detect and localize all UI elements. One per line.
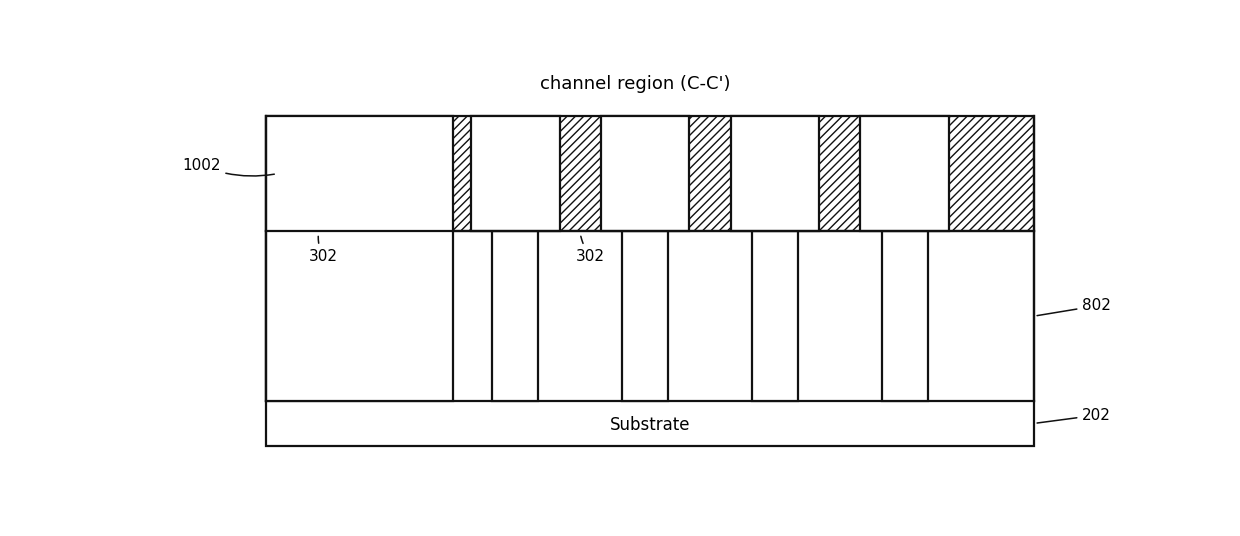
- Bar: [861, 116, 949, 232]
- Bar: [492, 232, 538, 401]
- Bar: [265, 401, 1034, 446]
- Bar: [601, 116, 689, 232]
- Bar: [471, 116, 559, 232]
- Text: 802: 802: [1037, 298, 1111, 316]
- Bar: [265, 116, 453, 401]
- Bar: [751, 232, 797, 401]
- Text: 302: 302: [309, 236, 337, 264]
- Bar: [622, 232, 668, 401]
- Bar: [882, 232, 928, 401]
- Text: 202: 202: [1037, 408, 1111, 423]
- Text: Substrate: Substrate: [610, 416, 691, 435]
- Bar: [265, 116, 1034, 232]
- Text: channel region (C-C'): channel region (C-C'): [541, 75, 730, 93]
- Bar: [730, 116, 820, 232]
- Text: 1002: 1002: [182, 158, 274, 176]
- Text: 302: 302: [575, 236, 605, 264]
